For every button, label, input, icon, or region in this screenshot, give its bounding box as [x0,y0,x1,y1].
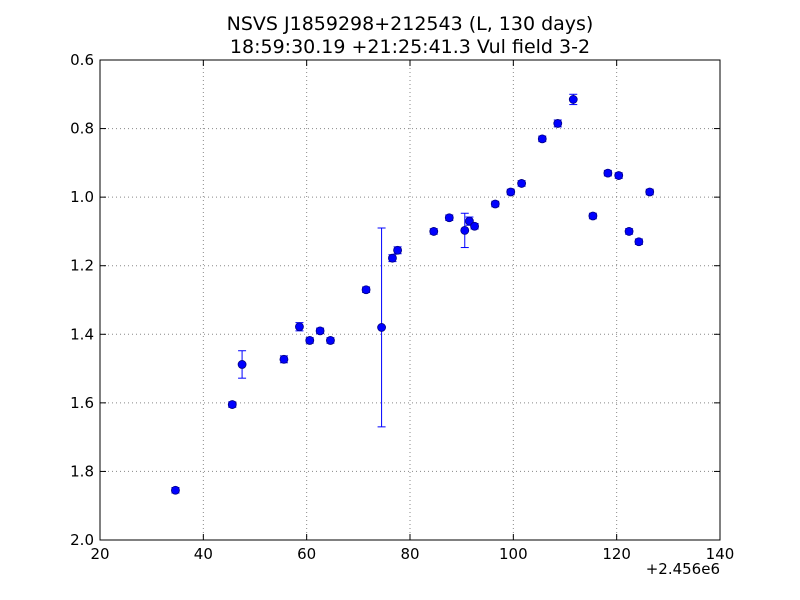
point-marker [517,179,526,188]
data-point [460,212,470,249]
data-point [361,285,371,295]
x-tick-label: 80 [400,545,419,563]
data-point [517,179,526,188]
data-point [568,93,578,106]
point-marker [279,354,289,364]
point-marker [388,253,397,263]
data-point [470,221,479,231]
point-marker [305,336,315,345]
point-marker [553,119,563,128]
point-marker [588,211,598,221]
point-marker [326,336,335,345]
point-marker [603,168,613,178]
grid-lines [100,60,720,540]
x-tick-label: 40 [194,545,213,563]
point-marker [295,322,304,332]
data-point [227,400,237,409]
data-point [645,187,655,197]
data-point [305,336,315,345]
data-point [490,199,500,209]
point-marker [227,400,237,409]
data-series [171,93,655,495]
point-marker [393,245,403,255]
x-tick-label: 20 [90,545,109,563]
point-marker [645,187,655,197]
point-marker [568,95,578,104]
point-marker [460,225,470,235]
point-marker [444,213,454,223]
point-marker [361,285,371,295]
data-point [326,336,335,345]
axis-ticks [99,59,721,541]
data-point [444,213,454,223]
data-point [377,227,386,428]
y-tick-label: 1.0 [70,188,94,206]
x-tick-label: 120 [602,545,631,563]
point-marker [315,326,325,336]
point-marker [624,227,634,236]
data-point [393,245,403,255]
y-tick-label: 1.6 [70,394,94,412]
x-tick-label: 140 [706,545,735,563]
y-tick-label: 0.8 [70,120,94,138]
chart-title: NSVS J1859298+212543 (L, 130 days) [227,13,594,35]
point-marker [634,237,644,247]
data-point [295,322,304,332]
data-point [315,326,325,336]
point-marker [537,134,547,144]
x-offset-label: +2.456e6 [646,560,720,578]
point-marker [490,199,500,209]
point-marker [506,187,516,197]
y-tick-label: 2.0 [70,531,94,549]
point-marker [171,485,180,495]
data-point [506,187,516,197]
y-tick-labels: 0.6 0.8 1.0 1.2 1.4 1.6 1.8 2.0 [70,51,94,549]
point-marker [470,221,479,231]
x-tick-labels: 20 40 60 80 100 120 140 [90,545,734,563]
y-tick-label: 1.8 [70,462,94,480]
chart-subtitle: 18:59:30.19 +21:25:41.3 Vul field 3-2 [230,36,590,58]
data-point [237,350,247,379]
data-point [634,237,644,247]
data-point [171,485,180,495]
data-point [537,134,547,144]
point-marker [237,360,247,369]
data-point [553,119,563,128]
y-tick-label: 0.6 [70,51,94,69]
data-point [429,227,439,236]
data-point [588,211,598,221]
data-point [624,227,634,236]
y-tick-label: 1.4 [70,325,94,343]
data-point [388,253,397,263]
point-marker [429,227,439,236]
x-tick-label: 60 [297,545,316,563]
data-point [603,168,613,178]
data-point [279,354,289,364]
x-tick-label: 100 [499,545,528,563]
point-marker [614,171,624,180]
y-tick-label: 1.2 [70,257,94,275]
data-point [614,171,624,180]
point-marker [377,323,386,332]
